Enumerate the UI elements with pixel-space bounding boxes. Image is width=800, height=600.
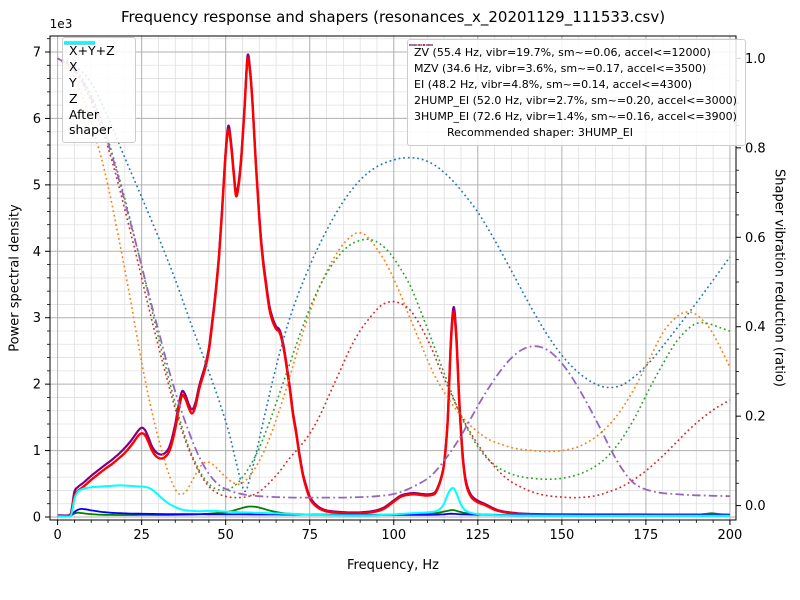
legend-recommended-shaper: Recommended shaper: 3HUMP_EI [414,125,737,141]
x-tick-label: 150 [549,528,574,543]
legend-label-y: Y [69,75,77,90]
axis-ticks [45,38,741,525]
legend-psd: X+Y+Z X Y Z After shaper [62,37,136,143]
y-right-tick-label: 0.8 [745,141,766,156]
tick-labels: 0 25 50 75 100 125 150 175 200 0 1 2 3 4 5 6 7 0.0 0.2 0.4 0… [33,46,766,544]
plot-area [57,53,731,518]
legend-label-after-shaper: After shaper [69,107,112,137]
legend-swatch-after-shaper [64,41,95,45]
legend-item-2hump-ei: 2HUMP_EI (52.0 Hz, vibr=2.7%, sm~=0.20, … [409,44,737,109]
y-left-tick-label: 6 [33,112,41,127]
legend-item-3hump-ei: 3HUMP_EI (72.6 Hz, vibr=1.4%, sm~=0.16, … [409,44,737,125]
shaper-curve-ei [57,57,731,492]
x-tick-label: 25 [133,528,150,543]
chart-title: Frequency response and shapers (resonanc… [120,8,666,26]
x-axis-label: Frequency, Hz [346,558,440,573]
y-left-tick-label: 1 [33,444,41,459]
x-tick-label: 0 [53,528,61,543]
legend-label-xyz: X+Y+Z [69,43,115,58]
y-left-tick-label: 3 [33,311,41,326]
legend-label-mzv: MZV (34.6 Hz, vibr=3.6%, sm~=0.17, accel… [414,61,707,75]
legend-item-z: Z [64,41,127,106]
x-tick-label: 175 [633,528,658,543]
shaper-curve-mzv [57,57,731,496]
y-left-tick-label: 4 [33,245,41,260]
legend-item-mzv: MZV (34.6 Hz, vibr=3.6%, sm~=0.17, accel… [409,44,737,77]
y-right-tick-label: 0.0 [745,499,766,514]
y-axis-label-left: Power spectral density [7,204,23,352]
legend-item-x: X [64,41,127,74]
legend-label-3hump-ei: 3HUMP_EI (72.6 Hz, vibr=1.4%, sm~=0.16, … [414,109,737,123]
x-tick-label: 125 [465,528,490,543]
legend-item-ei: EI (48.2 Hz, vibr=4.8%, sm~=0.14, accel<… [409,44,737,93]
legend-item-y: Y [64,41,127,90]
x-tick-label: 50 [217,528,234,543]
legend-item-zv: ZV (55.4 Hz, vibr=19.7%, sm~=0.06, accel… [409,44,737,61]
y-right-tick-label: 0.4 [745,320,766,335]
legend-shapers: ZV (55.4 Hz, vibr=19.7%, sm~=0.06, accel… [407,39,746,146]
legend-label-ei: EI (48.2 Hz, vibr=4.8%, sm~=0.14, accel<… [414,77,692,91]
y-right-tick-label: 0.6 [745,231,766,246]
shaper-curve-3hump-ei [57,57,730,499]
y-right-tick-label: 0.2 [745,410,766,425]
y-axis-label-right: Shaper vibration reduction (ratio) [771,169,787,387]
y-left-tick-label: 5 [33,178,41,193]
y-axis-offset-label: 1e3 [49,17,73,31]
legend-label-x: X [69,59,78,74]
legend-label-2hump-ei: 2HUMP_EI (52.0 Hz, vibr=2.7%, sm~=0.20, … [414,93,737,107]
y-right-tick-label: 1.0 [745,52,766,67]
y-left-tick-label: 0 [33,511,41,526]
legend-label-z: Z [69,91,78,106]
legend-item-after-shaper: After shaper [64,41,127,137]
series-x [57,56,730,518]
x-tick-label: 75 [301,528,318,543]
legend-label-zv: ZV (55.4 Hz, vibr=19.7%, sm~=0.06, accel… [414,45,711,59]
recommended-shaper-text: Recommended shaper: 3HUMP_EI [447,125,633,139]
x-tick-label: 200 [718,528,743,543]
minor-grid [50,36,736,520]
series-after-shaper [57,484,730,518]
y-left-tick-label: 7 [33,46,41,61]
legend-swatch-3hump-ei [409,44,433,46]
x-tick-label: 100 [381,528,406,543]
y-left-tick-label: 2 [33,378,41,393]
